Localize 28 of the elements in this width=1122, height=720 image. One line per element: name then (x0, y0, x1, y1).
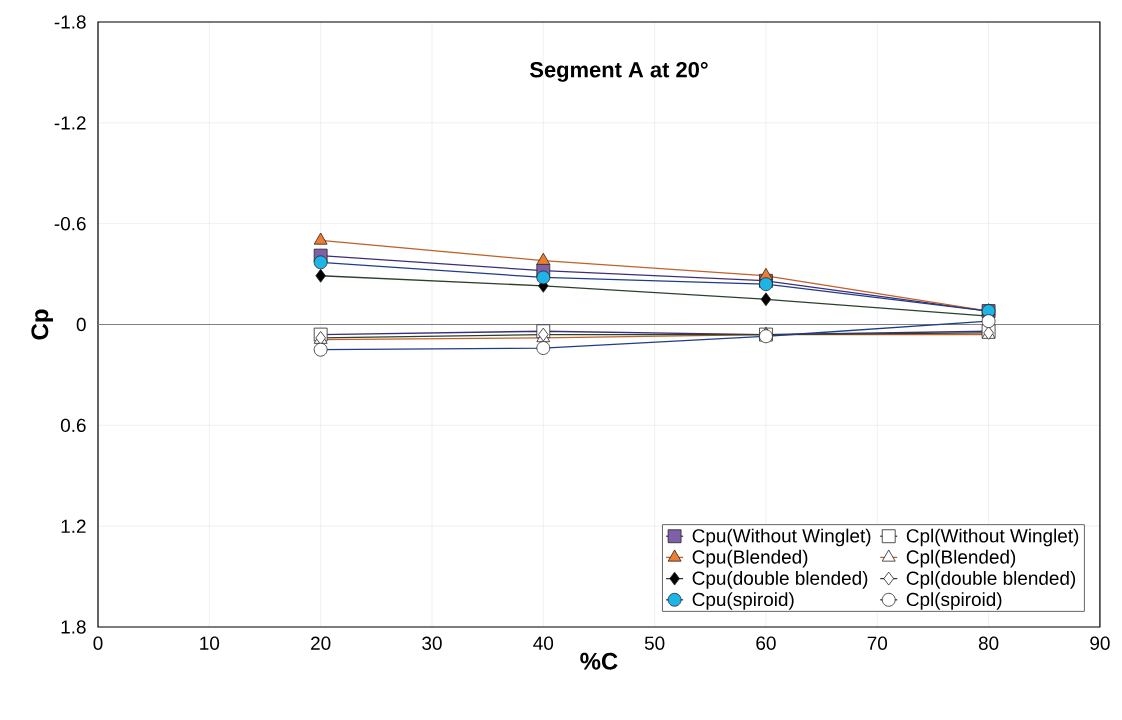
y-tick-label: 1.8 (61, 620, 86, 634)
text: Segment A at 20° (529, 61, 708, 82)
legend-label: Cpu(Blended) (692, 549, 808, 568)
x-tick-label: 40 (533, 636, 554, 650)
legend-label: Cpl(double blended) (906, 571, 1076, 589)
x-tick-label: 70 (867, 636, 888, 650)
x-tick-label: 90 (1090, 636, 1110, 650)
x-axis-title: %C (580, 652, 618, 670)
x-tick-label: 80 (978, 636, 999, 650)
legend-label: Cpu(Without Winglet) (692, 528, 871, 547)
legend-label: Cpl(Without Winglet) (906, 528, 1079, 547)
y-tick-label: -1.8 (54, 15, 86, 29)
x-tick-label: 0 (93, 636, 103, 650)
legend-label: Cpu(double blended) (692, 571, 868, 589)
x-tick-label: 60 (756, 636, 776, 650)
legend-label: Cpl(Blended) (906, 549, 1016, 568)
y-tick-label: 0.6 (60, 418, 86, 433)
x-tick-label: 10 (200, 636, 220, 650)
x-tick-label: 30 (422, 636, 442, 650)
x-tick-label: 20 (311, 636, 331, 650)
legend-label: Cpl(spiroid) (906, 592, 1002, 610)
y-tick-label: -0.6 (54, 216, 86, 231)
y-tick-label: 1.2 (61, 519, 86, 533)
legend-label: Cpu(spiroid) (692, 592, 794, 610)
y-tick-label: 0 (76, 317, 86, 332)
y-tick-label: -1.2 (54, 116, 86, 130)
x-tick-label: 50 (644, 636, 665, 650)
y-axis-title: Cp (31, 309, 54, 340)
